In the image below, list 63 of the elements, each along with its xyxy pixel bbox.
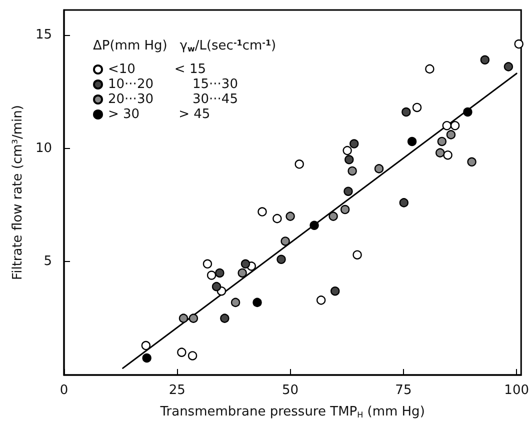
point (374, 164, 384, 174)
point (443, 150, 452, 160)
point (212, 282, 222, 292)
point (463, 107, 472, 117)
y-tick-label: 10 (35, 140, 52, 156)
point (252, 298, 262, 308)
point (215, 268, 224, 278)
x-axis-title: Transmembrane pressure TMPH (mm Hg) (159, 404, 425, 420)
point (330, 286, 340, 296)
point (407, 136, 417, 146)
point (442, 121, 452, 130)
point (310, 220, 319, 230)
point (272, 214, 282, 224)
x-tick-label: 100 (504, 383, 530, 398)
point (514, 39, 524, 49)
x-tick-label: 50 (282, 383, 299, 398)
point (328, 212, 338, 221)
point (436, 148, 445, 158)
x-tick-label: 0 (60, 383, 68, 398)
y-tick-label: 5 (44, 254, 52, 270)
point (142, 353, 152, 363)
point (188, 314, 198, 323)
legend-label: <10 < 15 (108, 62, 206, 77)
point (342, 146, 352, 156)
point (504, 62, 514, 72)
point (230, 298, 240, 308)
y-tick-label: 15 (35, 27, 52, 42)
point (402, 107, 411, 117)
y-axis-title: Filtrate flow rate (cm³/min) (10, 105, 26, 280)
x-tick-label: 75 (395, 383, 412, 398)
point (344, 186, 353, 196)
point (350, 139, 359, 148)
point (316, 296, 326, 305)
legend-label: > 30 > 45 (108, 107, 210, 122)
point (178, 314, 188, 323)
point (177, 348, 186, 357)
point (340, 204, 350, 214)
point (202, 259, 212, 269)
point (258, 207, 267, 216)
point (344, 155, 354, 164)
point (188, 351, 198, 360)
point (412, 102, 422, 112)
point (276, 254, 286, 264)
point (348, 166, 357, 176)
point (220, 314, 230, 323)
point (286, 212, 295, 221)
point (352, 250, 362, 260)
point (467, 157, 476, 166)
point (425, 64, 434, 74)
point (280, 236, 290, 246)
point (446, 130, 456, 140)
point (450, 121, 460, 130)
x-tick-label: 25 (168, 383, 186, 398)
point (240, 259, 250, 269)
legend-label: 20···30 30···45 (108, 92, 238, 107)
point (294, 160, 304, 169)
point (141, 340, 151, 350)
legend-label: 10···20 15···30 (108, 77, 238, 92)
point (480, 55, 490, 64)
point (399, 198, 408, 208)
point (437, 136, 447, 146)
point (238, 268, 247, 278)
point (206, 270, 216, 280)
